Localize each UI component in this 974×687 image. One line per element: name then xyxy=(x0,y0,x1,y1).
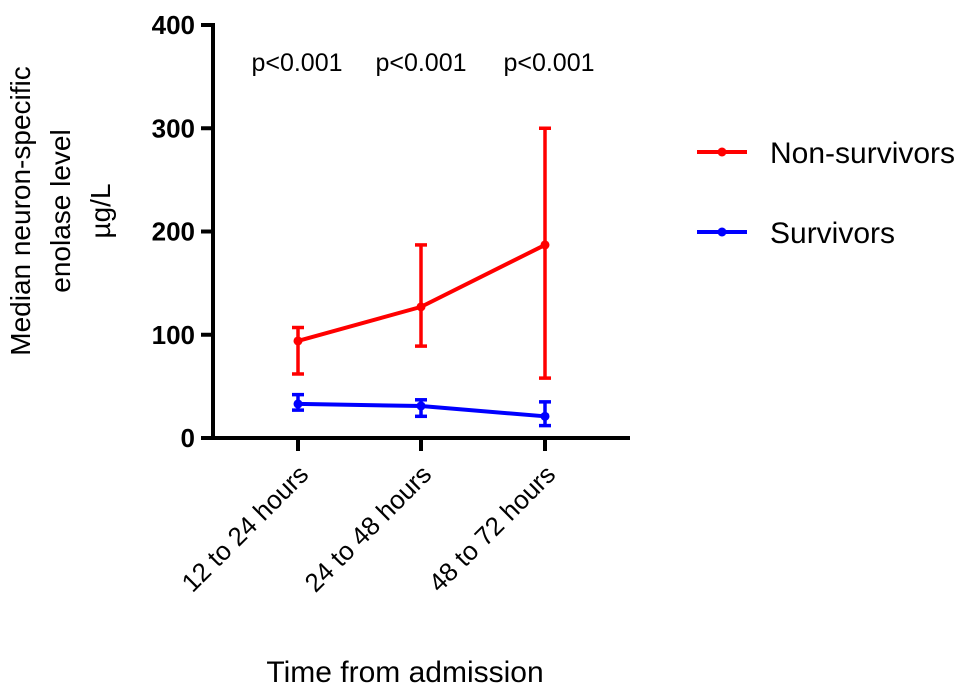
p-value-annotation: p<0.001 xyxy=(375,49,466,77)
x-tick-label: 24 to 48 hours xyxy=(298,459,437,598)
y-axis-label-line: Median neuron-specific xyxy=(5,66,36,356)
data-point xyxy=(540,411,550,421)
y-axis-ticks: 0 100 200 300 400 xyxy=(152,10,213,453)
y-axis-label-line: enolase level xyxy=(45,129,76,292)
legend-item: Survivors xyxy=(697,217,895,250)
data-point xyxy=(293,399,303,409)
legend-swatch-marker xyxy=(717,147,727,157)
y-tick-label: 100 xyxy=(152,320,195,350)
y-tick-label: 400 xyxy=(152,10,195,40)
p-value-annotations: p<0.001 p<0.001 p<0.001 xyxy=(251,49,594,77)
y-tick-label: 200 xyxy=(152,217,195,247)
series-non-survivors xyxy=(292,126,551,380)
series-survivors xyxy=(292,392,551,428)
data-point xyxy=(293,336,303,346)
y-axis-label: Median neuron-specific enolase level µg/L xyxy=(5,66,116,356)
x-axis-label: Time from admission xyxy=(266,656,543,687)
data-point xyxy=(416,401,426,411)
p-value-annotation: p<0.001 xyxy=(503,49,594,77)
p-value-annotation: p<0.001 xyxy=(251,49,342,77)
legend-swatch-marker xyxy=(717,227,727,237)
x-tick-label: 12 to 24 hours xyxy=(175,459,314,598)
axes xyxy=(211,23,630,440)
legend-label: Non-survivors xyxy=(770,137,955,170)
data-point xyxy=(540,240,550,250)
y-tick-label: 300 xyxy=(152,113,195,143)
x-tick-label: 48 to 72 hours xyxy=(422,459,561,598)
legend: Non-survivors Survivors xyxy=(697,137,955,250)
y-tick-label: 0 xyxy=(181,423,195,453)
data-point xyxy=(416,302,426,312)
series-group xyxy=(292,126,551,428)
legend-item: Non-survivors xyxy=(697,137,955,170)
y-axis-label-line: µg/L xyxy=(85,183,116,238)
legend-label: Survivors xyxy=(770,217,895,250)
